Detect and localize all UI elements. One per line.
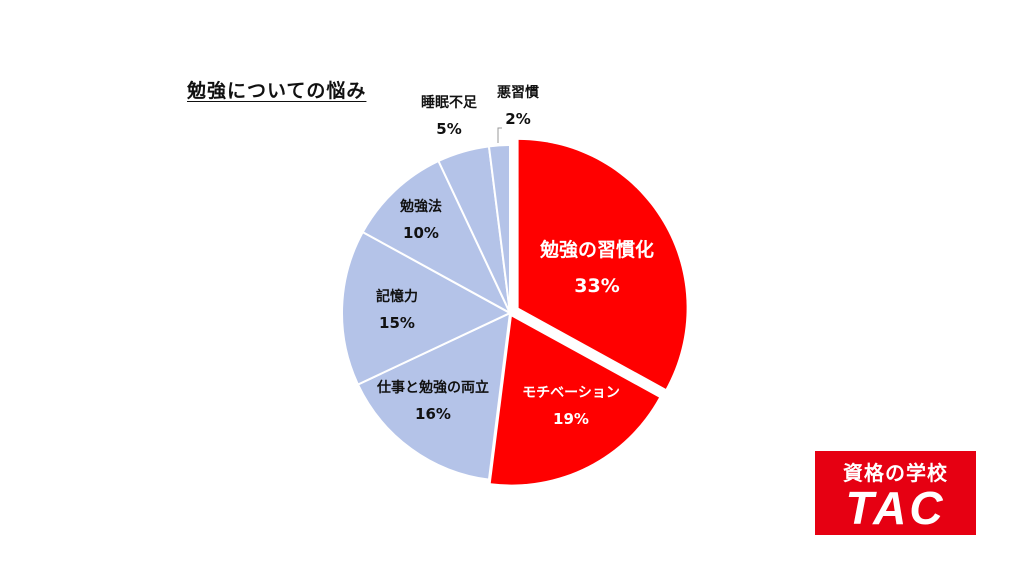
- pie-slice: [487, 143, 511, 314]
- slice-label-bad-habit: 悪習慣 2%: [497, 85, 539, 128]
- chart-title: 勉強についての悩み: [187, 80, 367, 102]
- pie-slice: [490, 316, 660, 485]
- pie-slice: [356, 311, 512, 481]
- logo-brand: TAC: [845, 482, 946, 534]
- callout-line-2pct: [497, 127, 502, 143]
- slice-label-method: 勉強法 10%: [400, 199, 442, 242]
- tac-logo: 資格の学校 TAC: [815, 451, 976, 535]
- pie-slice: [361, 159, 513, 316]
- pie-slice: [341, 230, 513, 386]
- slice-label-work-study: 仕事と勉強の両立 16%: [377, 380, 489, 423]
- pie-slice: [518, 139, 687, 389]
- slice-label-motivation: モチベーション 19%: [522, 385, 620, 428]
- slice-label-sleep: 睡眠不足 5%: [421, 95, 477, 138]
- logo-subtitle: 資格の学校: [843, 461, 948, 485]
- slice-label-habit: 勉強の習慣化 33%: [539, 239, 655, 297]
- slice-label-memory: 記憶力 15%: [376, 289, 418, 332]
